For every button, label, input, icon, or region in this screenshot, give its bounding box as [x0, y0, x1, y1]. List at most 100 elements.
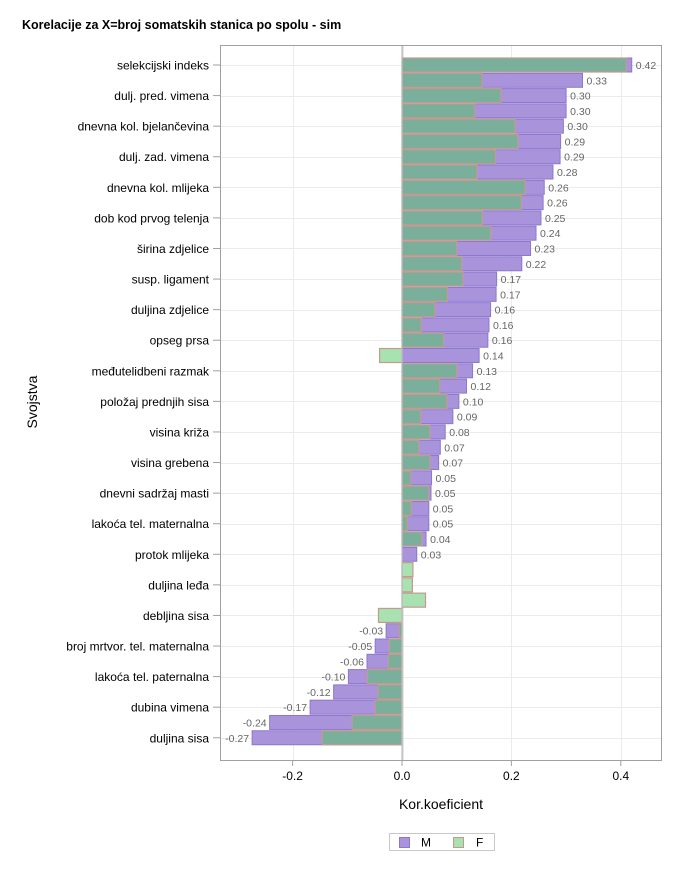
- y-tick-label: protok mlijeka: [135, 548, 209, 562]
- bar-f: [401, 454, 431, 471]
- data-label: -0.24: [243, 717, 267, 729]
- y-tick-label: dnevni sadržaj masti: [100, 487, 209, 501]
- y-tick-label: duljina zdjelice: [131, 303, 209, 317]
- data-label: 0.05: [435, 488, 456, 500]
- y-tick-label: položaj prednjih sisa: [100, 395, 209, 409]
- bar-f: [401, 302, 436, 318]
- bar-f: [401, 271, 464, 287]
- bar-f: [401, 118, 516, 134]
- bar-f: [401, 240, 458, 257]
- y-tick-label: lakoća tel. maternalna: [92, 517, 210, 531]
- data-label: 0.16: [493, 320, 514, 332]
- bar-m: [401, 546, 418, 562]
- bar-m: [401, 348, 480, 364]
- bar-f: [321, 730, 403, 746]
- data-label: 0.04: [430, 534, 451, 546]
- bar-f: [388, 638, 403, 654]
- y-tick-label: dubina vimena: [131, 701, 209, 715]
- data-label: 0.03: [421, 549, 442, 561]
- data-label: 0.07: [443, 458, 464, 470]
- legend-label-m: M: [421, 836, 431, 850]
- data-label: -0.10: [321, 672, 345, 684]
- x-tick-label: 0.0: [394, 769, 411, 783]
- bar-f: [401, 531, 423, 547]
- bar-f: [366, 668, 403, 685]
- bar-f: [377, 684, 403, 700]
- bar-f: [401, 409, 422, 425]
- y-tick-label: lakoća tel. paternalna: [95, 670, 209, 684]
- data-label: 0.25: [545, 213, 566, 225]
- data-label: 0.42: [636, 60, 657, 72]
- bar-f: [401, 393, 448, 409]
- bar-f: [401, 363, 458, 379]
- bar-f: [401, 72, 483, 88]
- bar-f: [401, 439, 420, 455]
- data-label: 0.05: [433, 519, 454, 531]
- data-label: -0.27: [225, 733, 249, 745]
- x-tick-label: -0.2: [282, 769, 303, 783]
- y-tick-label: opseg prsa: [150, 334, 210, 348]
- bar-f: [401, 592, 427, 608]
- bar-f: [377, 607, 403, 624]
- bar-f: [401, 133, 519, 150]
- bar-f: [401, 179, 526, 195]
- plot-frame: [220, 45, 662, 761]
- bar-f: [374, 699, 403, 715]
- data-label: 0.33: [587, 75, 608, 87]
- y-axis: selekcijski indeks dulj. pred. vimena dnev…: [66, 59, 220, 745]
- data-label: 0.07: [444, 442, 465, 454]
- bar-f: [401, 286, 449, 302]
- bar-f: [401, 256, 463, 272]
- bar-f: [401, 378, 441, 394]
- data-label: 0.08: [449, 427, 470, 439]
- x-axis: -0.2 0.0 0.2 0.4: [282, 760, 629, 783]
- data-label: 0.26: [547, 198, 568, 210]
- y-tick-label: visina grebena: [131, 456, 209, 470]
- data-label: 0.10: [463, 396, 484, 408]
- legend-swatch-m: [399, 837, 410, 848]
- data-label: 0.17: [501, 274, 522, 286]
- y-tick-label: dulj. zad. vimena: [119, 150, 209, 164]
- x-tick-label: 0.4: [612, 769, 629, 783]
- y-tick-label: duljina leđa: [148, 578, 209, 592]
- bar-f: [401, 149, 497, 165]
- bar-f: [401, 195, 522, 211]
- legend: M F: [389, 833, 495, 851]
- y-axis-title: Svojstva: [24, 375, 40, 428]
- bar-f: [401, 87, 502, 104]
- data-label: 0.12: [471, 381, 492, 393]
- data-labels: 0.42 0.33 0.30 0.30 0.30 0.29 0.29 0.28 0.26 0.26…: [225, 60, 656, 745]
- data-label: 0.30: [567, 121, 588, 133]
- data-label: -0.17: [283, 702, 307, 714]
- legend-swatch-f: [453, 837, 464, 848]
- bar-f: [401, 485, 430, 501]
- data-label: 0.30: [570, 106, 591, 118]
- legend-label-f: F: [476, 836, 483, 850]
- bar-f: [401, 577, 413, 593]
- bar-f: [401, 424, 431, 440]
- chart-title: Korelacije za X=broj somatskih stanica p…: [22, 18, 341, 32]
- y-tick-label: broj mrtvor. tel. maternalna: [66, 640, 209, 654]
- x-tick-label: 0.2: [503, 769, 520, 783]
- bar-f: [401, 332, 445, 348]
- bar-f: [401, 500, 412, 517]
- bar-f: [401, 164, 478, 180]
- bar-f: [401, 225, 492, 241]
- data-label: 0.28: [557, 167, 578, 179]
- data-label: -0.12: [307, 687, 331, 699]
- data-label: 0.24: [540, 228, 561, 240]
- series-f-bars: [321, 57, 627, 746]
- bar-f: [378, 347, 403, 364]
- data-label: 0.22: [526, 259, 547, 271]
- bar-f: [401, 516, 409, 532]
- data-label: 0.17: [500, 289, 521, 301]
- y-tick-label: dulj. pred. vimena: [114, 89, 209, 103]
- bar-f: [401, 103, 476, 119]
- y-tick-label: dnevna kol. bjelančevina: [78, 120, 210, 134]
- x-axis-title: Kor.koeficient: [399, 796, 483, 812]
- data-label: -0.06: [340, 656, 364, 668]
- data-label: 0.29: [565, 136, 586, 148]
- data-label: 0.05: [436, 473, 457, 485]
- y-tick-label: širina zdjelice: [137, 242, 209, 256]
